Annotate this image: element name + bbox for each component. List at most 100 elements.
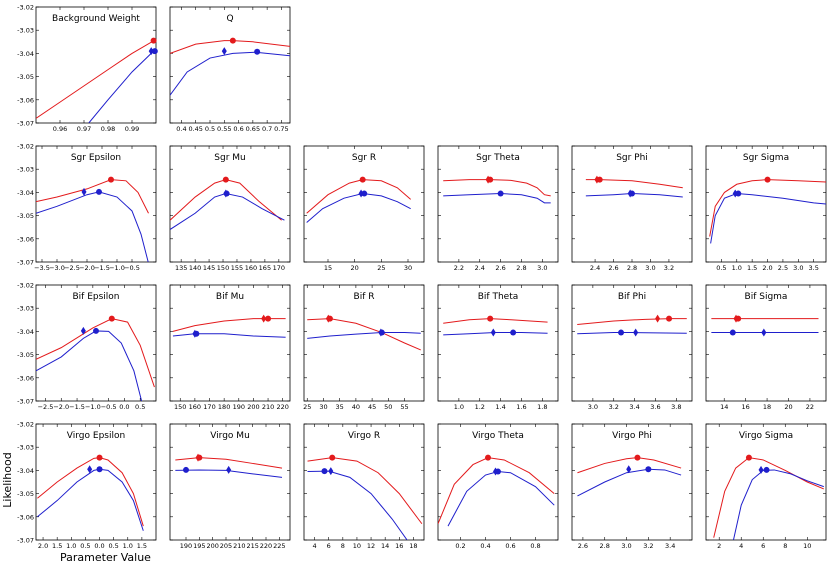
blue-diamond-marker xyxy=(626,465,632,474)
x-tick-label: 55 xyxy=(400,403,408,411)
y-tick-label: -3.04 xyxy=(17,328,34,336)
x-tick-label: 155 xyxy=(231,264,243,272)
blue-diamond-marker xyxy=(226,465,232,474)
x-tick-label: 195 xyxy=(193,542,205,550)
x-tick-label: 0.6 xyxy=(505,542,515,550)
x-tick-label: 150 xyxy=(174,403,186,411)
x-tick-label: 0.0 xyxy=(119,403,129,411)
red-diamond-marker xyxy=(594,175,600,184)
blue-dot-marker xyxy=(193,330,200,337)
y-tick-label: -3.05 xyxy=(17,73,34,81)
blue-diamond-marker xyxy=(627,189,633,198)
red-diamond-marker xyxy=(655,314,661,323)
panel-frame xyxy=(705,284,827,402)
panel-title: Sgr Theta xyxy=(476,153,520,163)
panel-bif-theta: Bif Theta 1.0 1.2 1.4 1.6 1.8 xyxy=(437,284,559,411)
red-dot-marker xyxy=(487,315,494,322)
panel-title: Virgo Mu xyxy=(210,431,250,441)
x-tick-label: 18 xyxy=(409,542,417,550)
x-tick-label: 165 xyxy=(259,264,271,272)
blue-dot-marker xyxy=(645,466,652,473)
panel-sgr-mu: Sgr Mu 135 140 145 150 155 160 165 170 xyxy=(169,145,291,272)
panel-virgo-sigma: Virgo Sigma 2 4 6 8 10 xyxy=(705,423,827,550)
x-tick-label: −2.0 xyxy=(79,264,95,272)
x-tick-label: 16 xyxy=(742,403,750,411)
x-tick-label: −0.5 xyxy=(124,264,140,272)
blue-diamond-marker xyxy=(221,47,227,56)
blue-dot-marker xyxy=(729,329,736,336)
x-tick-label: 2 xyxy=(717,542,721,550)
x-tick-label: 0.99 xyxy=(125,125,139,133)
x-tick-label: 10 xyxy=(803,542,811,550)
blue-likelihood-curve xyxy=(172,333,286,338)
y-tick-label: -3.04 xyxy=(17,189,34,197)
red-diamond-marker xyxy=(485,175,491,184)
panel-bif-phi: Bif Phi 3.0 3.2 3.4 3.6 3.8 xyxy=(571,284,693,411)
panel-sgr-epsilon: Sgr Epsilon −3.5 −3.0 −2.5 −2.0 −1.5 −1.0 −0.5 -… xyxy=(17,143,157,272)
x-tick-label: 210 xyxy=(262,403,274,411)
panel-frame xyxy=(169,6,291,124)
x-tick-label: 0.4 xyxy=(480,542,490,550)
panel-title: Sgr Mu xyxy=(214,153,245,163)
x-tick-label: 0.7 xyxy=(262,125,272,133)
blue-dot-marker xyxy=(254,48,261,55)
x-tick-label: 3.0 xyxy=(537,264,547,272)
x-tick-label: 210 xyxy=(233,542,245,550)
x-tick-label: 205 xyxy=(220,542,232,550)
x-tick-label: 3.0 xyxy=(793,264,803,272)
x-tick-label: 225 xyxy=(273,542,285,550)
y-tick-label: -3.03 xyxy=(17,444,34,452)
x-tick-label: 40 xyxy=(352,403,360,411)
blue-likelihood-curve xyxy=(710,193,826,244)
x-tick-label: −2.5 xyxy=(38,403,54,411)
panel-frame xyxy=(169,423,291,541)
blue-likelihood-curve xyxy=(36,330,143,401)
y-tick-label: -3.06 xyxy=(17,235,34,243)
x-tick-label: 0.98 xyxy=(101,125,115,133)
panel-title: Sgr Epsilon xyxy=(71,153,121,163)
y-tick-label: -3.04 xyxy=(17,467,34,475)
red-dot-marker xyxy=(108,315,115,322)
blue-diamond-marker xyxy=(761,328,767,337)
x-tick-label: 1.0 xyxy=(123,542,133,550)
x-tick-label: 200 xyxy=(206,542,218,550)
x-tick-label: 3.0 xyxy=(621,542,631,550)
red-dot-marker xyxy=(485,454,491,461)
blue-diamond-marker xyxy=(633,328,639,337)
red-diamond-marker xyxy=(261,314,267,323)
y-tick-label: -3.07 xyxy=(17,398,34,406)
panel-title: Bif Phi xyxy=(618,292,646,302)
blue-diamond-marker xyxy=(148,47,154,56)
x-tick-label: −1.0 xyxy=(109,264,125,272)
x-tick-label: 190 xyxy=(233,403,245,411)
panel-title: Virgo Theta xyxy=(472,431,524,441)
blue-diamond-marker xyxy=(328,467,334,476)
x-tick-label: 135 xyxy=(175,264,187,272)
x-tick-label: 8 xyxy=(341,542,345,550)
x-tick-label: 20 xyxy=(351,264,359,272)
x-tick-label: 3.4 xyxy=(629,403,639,411)
y-tick-label: -3.05 xyxy=(17,351,34,359)
y-tick-label: -3.07 xyxy=(17,259,34,267)
panel-title: Bif Theta xyxy=(478,292,519,302)
x-tick-label: 0.75 xyxy=(274,125,288,133)
panel-sgr-phi: Sgr Phi 2.4 2.6 2.8 3.0 3.2 xyxy=(571,145,693,272)
panel-bif-r: Bif R 25 30 35 40 45 50 55 xyxy=(303,284,425,411)
panel-frame xyxy=(35,284,157,402)
blue-dot-marker xyxy=(223,190,230,197)
red-likelihood-curve xyxy=(709,179,826,237)
red-dot-marker xyxy=(96,454,103,461)
panel-bif-sigma: Bif Sigma 14 16 18 20 22 xyxy=(705,284,827,411)
x-tick-label: 1.5 xyxy=(52,542,62,550)
red-diamond-marker xyxy=(733,314,739,323)
x-tick-label: 150 xyxy=(217,264,229,272)
x-tick-label: 0.65 xyxy=(246,125,260,133)
blue-diamond-marker xyxy=(378,328,384,337)
x-tick-label: 18 xyxy=(763,403,771,411)
blue-likelihood-curve xyxy=(577,468,682,497)
red-likelihood-curve xyxy=(170,40,290,54)
x-tick-label: 2.8 xyxy=(516,264,526,272)
red-dot-marker xyxy=(666,315,673,322)
x-tick-label: 14 xyxy=(720,403,728,411)
